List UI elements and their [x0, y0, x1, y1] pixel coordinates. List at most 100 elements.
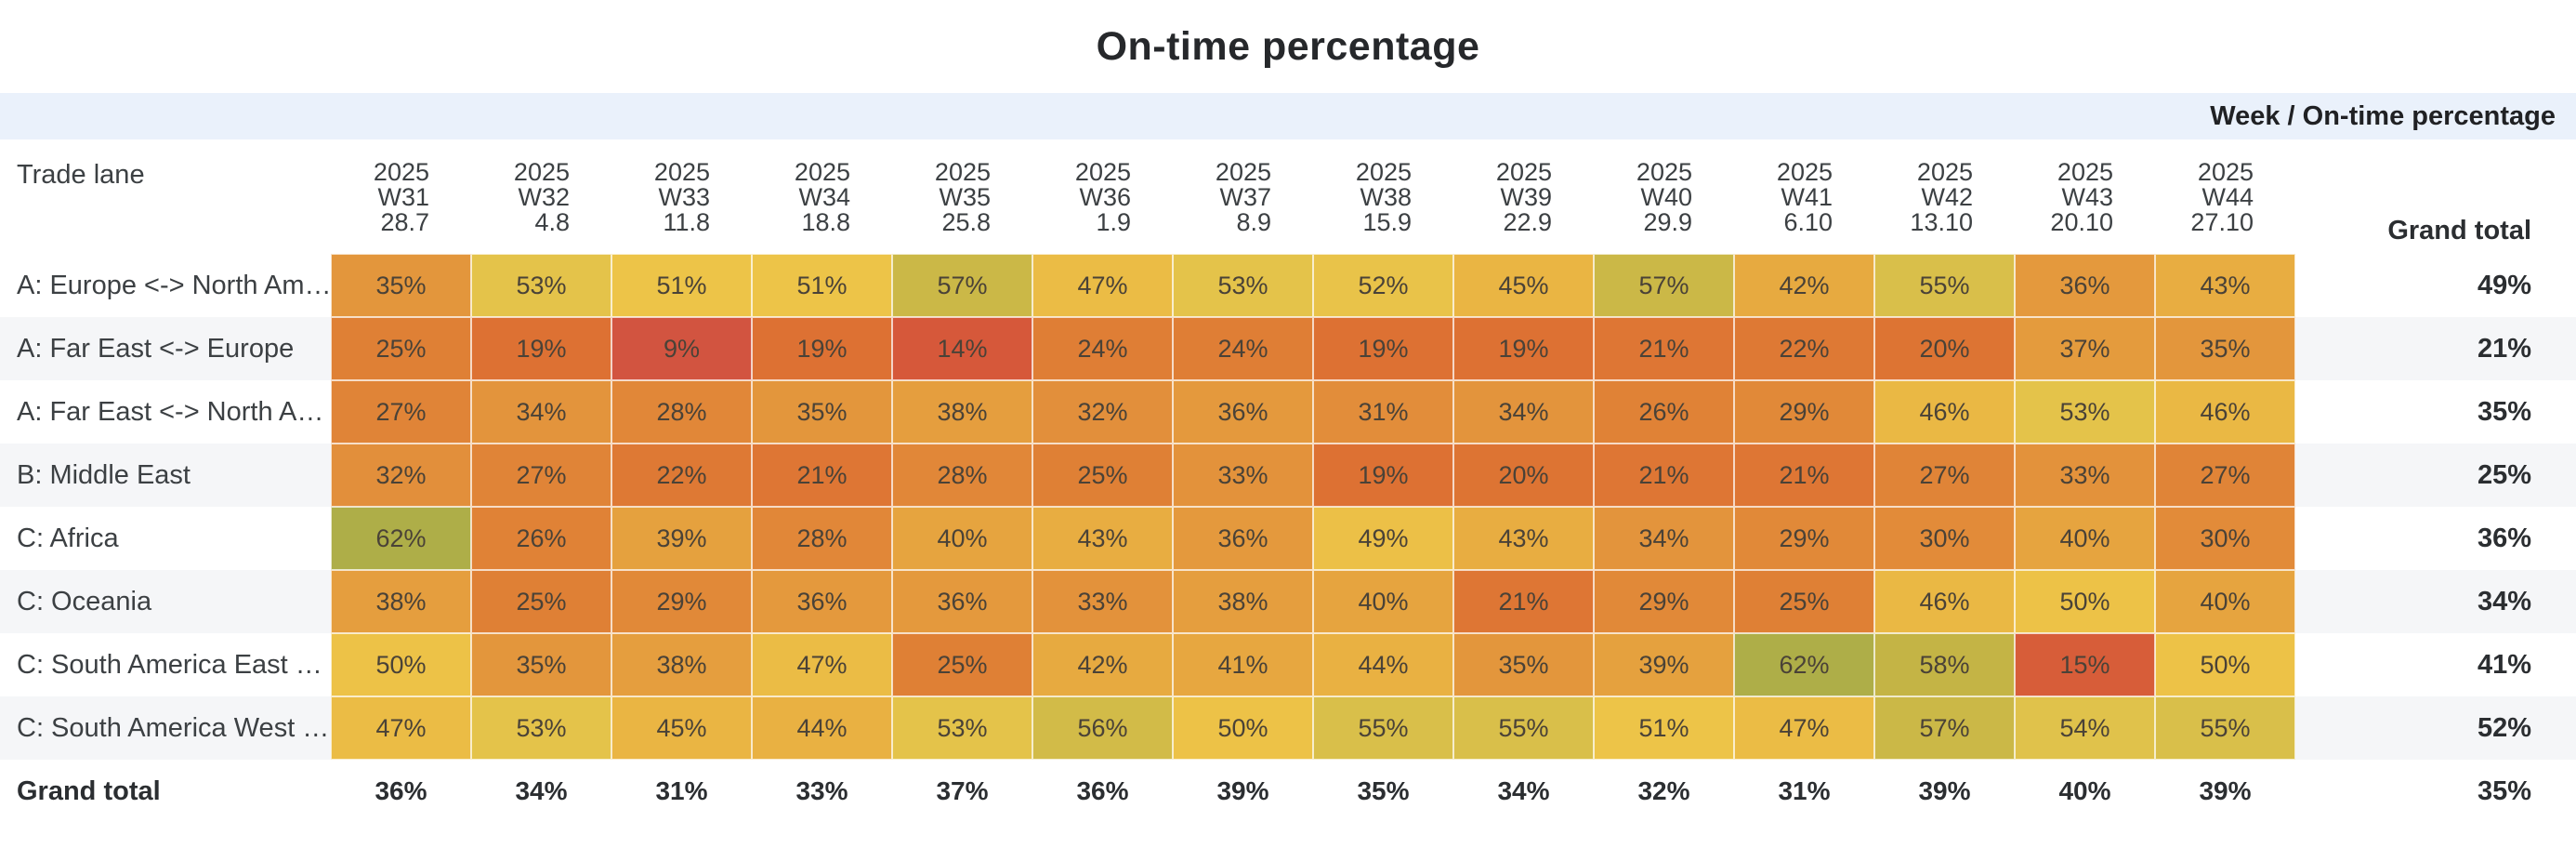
week-header-date: 22.9: [1503, 208, 1552, 236]
week-header-week: W34: [798, 183, 850, 211]
heat-cell: 29%: [1594, 570, 1734, 633]
heat-cell: 50%: [1173, 696, 1313, 760]
week-header-year: 2025: [513, 158, 570, 186]
heat-cell: 45%: [611, 696, 752, 760]
column-header-grand-total: Grand total: [2387, 216, 2531, 245]
column-header-week: 2025 W40 29.9: [1594, 139, 1734, 254]
row-label: A: Europe <-> North Am…: [17, 270, 331, 300]
week-header-date: 15.9: [1362, 208, 1412, 236]
week-header-year: 2025: [934, 158, 991, 186]
week-header-year: 2025: [1355, 158, 1412, 186]
heat-cell: 27%: [331, 380, 471, 444]
heat-cell: 58%: [1874, 633, 2015, 696]
week-header-week: W41: [1781, 183, 1833, 211]
heat-cell: 50%: [331, 633, 471, 696]
heat-cell: 55%: [2155, 696, 2295, 760]
heat-cell: 35%: [1453, 633, 1594, 696]
week-header-week: W39: [1500, 183, 1552, 211]
week-header-year: 2025: [1636, 158, 1692, 186]
week-header-date: 18.8: [801, 208, 850, 236]
heat-cell: 29%: [611, 570, 752, 633]
column-header-week: 2025 W35 25.8: [892, 139, 1032, 254]
heat-cell: 43%: [2155, 254, 2295, 317]
week-header-date: 25.8: [941, 208, 991, 236]
heat-cell: 21%: [1734, 444, 1874, 507]
grand-total-cell: 32%: [1637, 776, 1690, 805]
heat-cell: 53%: [2015, 380, 2155, 444]
heat-cell: 20%: [1874, 317, 2015, 380]
heat-cell: 34%: [1453, 380, 1594, 444]
column-header-week: 2025 W39 22.9: [1453, 139, 1594, 254]
heat-cell: 57%: [1874, 696, 2015, 760]
heat-cell: 34%: [1594, 507, 1734, 570]
week-header-year: 2025: [653, 158, 710, 186]
heat-cell: 35%: [331, 254, 471, 317]
week-header-year: 2025: [2197, 158, 2254, 186]
column-header-week: 2025 W34 18.8: [752, 139, 892, 254]
heat-cell: 35%: [471, 633, 611, 696]
week-header-year: 2025: [2057, 158, 2113, 186]
grand-total-cell: 31%: [655, 776, 708, 805]
row-total-cell: 41%: [2477, 649, 2531, 680]
week-header-date: 4.8: [534, 208, 570, 236]
column-header-week: 2025 W33 11.8: [611, 139, 752, 254]
week-header-date: 6.10: [1783, 208, 1833, 236]
grand-total-cell: 31%: [1778, 776, 1831, 805]
heat-cell: 40%: [1313, 570, 1453, 633]
heat-cell: 53%: [471, 696, 611, 760]
heat-cell: 26%: [1594, 380, 1734, 444]
heat-cell: 53%: [1173, 254, 1313, 317]
heat-cell: 19%: [471, 317, 611, 380]
column-header-week: 2025 W43 20.10: [2015, 139, 2155, 254]
heat-cell: 51%: [611, 254, 752, 317]
heat-cell: 26%: [471, 507, 611, 570]
heat-cell: 36%: [892, 570, 1032, 633]
heat-cell: 25%: [892, 633, 1032, 696]
heat-cell: 52%: [1313, 254, 1453, 317]
row-total-cell: 36%: [2477, 523, 2531, 553]
heat-cell: 22%: [611, 444, 752, 507]
heat-cell: 29%: [1734, 507, 1874, 570]
week-header-week: W35: [939, 183, 991, 211]
heat-cell: 42%: [1734, 254, 1874, 317]
heat-cell: 25%: [1032, 444, 1173, 507]
heat-cell: 29%: [1734, 380, 1874, 444]
heat-cell: 19%: [1313, 444, 1453, 507]
heat-cell: 51%: [752, 254, 892, 317]
heat-cell: 15%: [2015, 633, 2155, 696]
heat-cell: 27%: [471, 444, 611, 507]
row-label: C: South America East …: [17, 649, 322, 680]
week-header-week: W32: [518, 183, 570, 211]
heat-cell: 51%: [1594, 696, 1734, 760]
week-header-date: 11.8: [663, 208, 710, 236]
heat-cell: 27%: [1874, 444, 2015, 507]
pivot-header-band: Week / On-time percentage: [0, 93, 2576, 139]
column-header-week: 2025 W42 13.10: [1874, 139, 2015, 254]
heat-cell: 56%: [1032, 696, 1173, 760]
week-header-week: W44: [2201, 183, 2254, 211]
heat-cell: 36%: [1173, 507, 1313, 570]
row-total-cell: 49%: [2477, 270, 2531, 300]
grand-total-cell: 40%: [2058, 776, 2111, 805]
heat-cell: 53%: [892, 696, 1032, 760]
heat-cell: 49%: [1313, 507, 1453, 570]
heat-cell: 36%: [752, 570, 892, 633]
heat-cell: 50%: [2155, 633, 2295, 696]
heat-cell: 32%: [331, 444, 471, 507]
week-header-date: 20.10: [2050, 208, 2113, 236]
heat-cell: 43%: [1453, 507, 1594, 570]
row-label: C: South America West …: [0, 696, 331, 760]
heat-cell: 55%: [1313, 696, 1453, 760]
heat-cell: 28%: [752, 507, 892, 570]
column-header-week: 2025 W32 4.8: [471, 139, 611, 254]
row-total-cell: 21%: [2295, 317, 2576, 380]
heat-cell: 33%: [1173, 444, 1313, 507]
row-label: A: Far East <-> Europe: [0, 317, 331, 380]
heat-cell: 33%: [2015, 444, 2155, 507]
week-header-date: 13.10: [1910, 208, 1973, 236]
week-header-year: 2025: [1495, 158, 1552, 186]
heat-cell: 24%: [1173, 317, 1313, 380]
heat-cell: 19%: [752, 317, 892, 380]
row-total-cell: 35%: [2477, 396, 2531, 427]
heat-cell: 33%: [1032, 570, 1173, 633]
